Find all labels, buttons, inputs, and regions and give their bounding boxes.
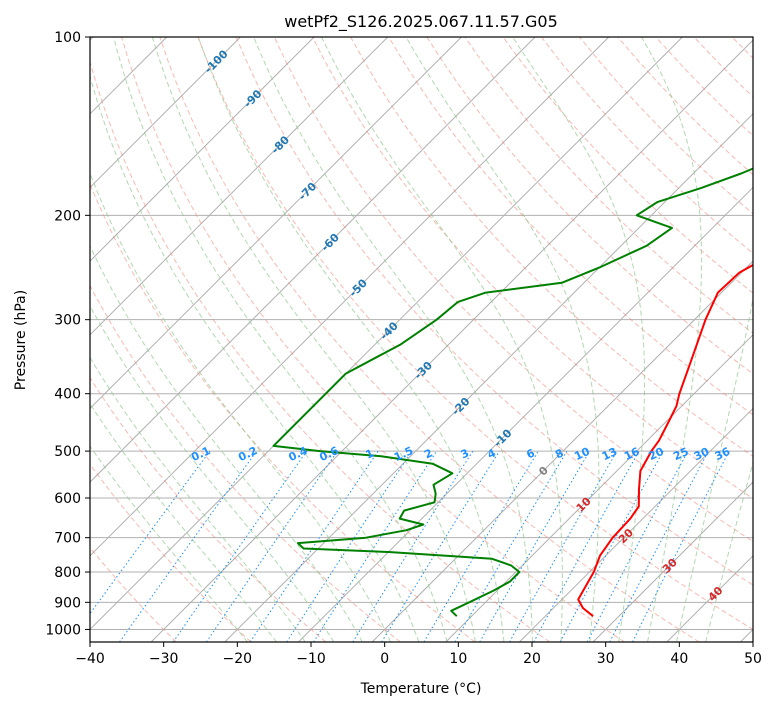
moist-adiabat-line bbox=[676, 296, 753, 642]
y-tick-label: 400 bbox=[54, 387, 81, 403]
moist-adiabat-line bbox=[405, 37, 600, 642]
isotherm-line bbox=[150, 39, 753, 642]
moist-adiabat-line bbox=[705, 461, 753, 642]
x-tick-label: 50 bbox=[744, 651, 762, 667]
mixing-ratio-line bbox=[119, 450, 258, 642]
dry-adiabat-line bbox=[90, 376, 327, 642]
moist-adiabat-line bbox=[90, 304, 335, 642]
x-tick-label: 10 bbox=[449, 651, 467, 667]
isotherm-line bbox=[90, 37, 389, 336]
dry-adiabat-line bbox=[159, 37, 700, 642]
y-tick-label: 600 bbox=[54, 491, 81, 507]
x-tick-label: −30 bbox=[149, 651, 179, 667]
dry-adiabat-line bbox=[197, 37, 753, 630]
dewpoint-line bbox=[272, 167, 753, 617]
moist-adiabat-line bbox=[90, 402, 277, 642]
x-tick-label: 40 bbox=[670, 651, 688, 667]
mixing-ratio-line bbox=[90, 450, 211, 615]
isotherm-line bbox=[445, 334, 753, 642]
isotherm-line bbox=[90, 37, 610, 557]
plot-frame bbox=[89, 36, 754, 643]
mixing-ratio-line bbox=[172, 450, 308, 642]
isotherm-line bbox=[519, 407, 753, 642]
y-tick-label: 300 bbox=[54, 313, 81, 329]
y-tick-label: 900 bbox=[54, 595, 81, 611]
isotherm-line bbox=[371, 260, 753, 642]
temperature-line bbox=[577, 263, 753, 617]
moist-adiabat-line bbox=[90, 172, 392, 642]
y-tick-label: 200 bbox=[54, 208, 81, 224]
y-axis-label: Pressure (hPa) bbox=[13, 290, 29, 390]
y-tick-label: 800 bbox=[54, 565, 81, 581]
y-tick-label: 100 bbox=[54, 30, 81, 46]
mixing-ratio-label: 20 bbox=[646, 445, 666, 463]
isotherm-line bbox=[90, 37, 536, 483]
mixing-ratio-label: 10 bbox=[572, 445, 592, 463]
dry-adiabat-line bbox=[388, 37, 753, 416]
mixing-ratio-line bbox=[509, 450, 618, 642]
axes: −40 −30 −20 −10 0 10 20 30 40 50 100 200 300 400 500 60… bbox=[45, 30, 762, 667]
moist-adiabat-line bbox=[197, 37, 505, 642]
mixing-ratio-line bbox=[381, 450, 500, 642]
y-tick-label: 700 bbox=[54, 531, 81, 547]
dry-adiabat-line bbox=[90, 546, 177, 642]
x-axis-label: Temperature (°C) bbox=[360, 681, 482, 697]
mixing-ratio-line bbox=[559, 450, 664, 642]
x-tick-label: 0 bbox=[380, 651, 389, 667]
mixing-ratio-line bbox=[286, 450, 413, 642]
mixing-ratio-line bbox=[352, 450, 474, 642]
dry-adiabat-line bbox=[502, 37, 753, 294]
mixing-ratio-line bbox=[205, 450, 338, 642]
mixing-ratio-label: 16 bbox=[622, 445, 642, 463]
moist-adiabat-line bbox=[90, 445, 248, 642]
chart-title: wetPf2_S126.2025.067.11.57.G05 bbox=[284, 12, 558, 32]
dry-adiabat-line bbox=[311, 37, 753, 500]
moist-adiabat-line bbox=[90, 356, 306, 642]
dry-adiabat-line bbox=[90, 182, 476, 642]
dry-adiabat-line bbox=[90, 284, 401, 642]
mixing-ratio-line bbox=[632, 450, 730, 642]
moist-adiabat-line bbox=[253, 37, 533, 642]
x-tick-label: −10 bbox=[296, 651, 326, 667]
x-tick-label: −20 bbox=[223, 651, 253, 667]
moist-adiabat-line bbox=[113, 37, 448, 642]
mixing-ratio-label: 36 bbox=[713, 445, 733, 463]
profile-lines bbox=[272, 167, 753, 617]
moist-adiabat-line bbox=[321, 37, 563, 642]
moist-adiabat-line bbox=[90, 244, 363, 642]
y-tick-label: 500 bbox=[54, 444, 81, 460]
x-tick-label: 30 bbox=[597, 651, 615, 667]
mixing-ratio-label: 13 bbox=[600, 445, 619, 463]
isotherm-line bbox=[90, 37, 462, 410]
isotherm-line bbox=[592, 481, 753, 642]
mixing-ratio-label: 25 bbox=[671, 445, 690, 463]
mixing-ratio-line bbox=[249, 450, 379, 642]
moist-adiabat-line bbox=[641, 37, 703, 642]
mixing-ratio-line bbox=[313, 450, 438, 642]
moist-adiabat-line bbox=[151, 37, 476, 642]
background-lines bbox=[90, 37, 753, 642]
dry-adiabat-line bbox=[90, 463, 252, 642]
isotherm-line bbox=[90, 37, 683, 631]
x-tick-label: −40 bbox=[75, 651, 105, 667]
dry-adiabat-line bbox=[235, 37, 753, 586]
isotherm-line bbox=[90, 37, 315, 262]
dry-adiabat-line bbox=[426, 37, 753, 375]
x-tick-label: 20 bbox=[523, 651, 541, 667]
dry-adiabat-line bbox=[121, 37, 625, 642]
mixing-ratio-label: 30 bbox=[692, 445, 712, 463]
moist-adiabat-line bbox=[90, 74, 420, 642]
mixing-ratio-line bbox=[533, 450, 640, 642]
isotherm-line bbox=[90, 37, 241, 189]
dry-adiabat-line bbox=[90, 60, 551, 642]
y-tick-label: 1000 bbox=[45, 622, 81, 638]
